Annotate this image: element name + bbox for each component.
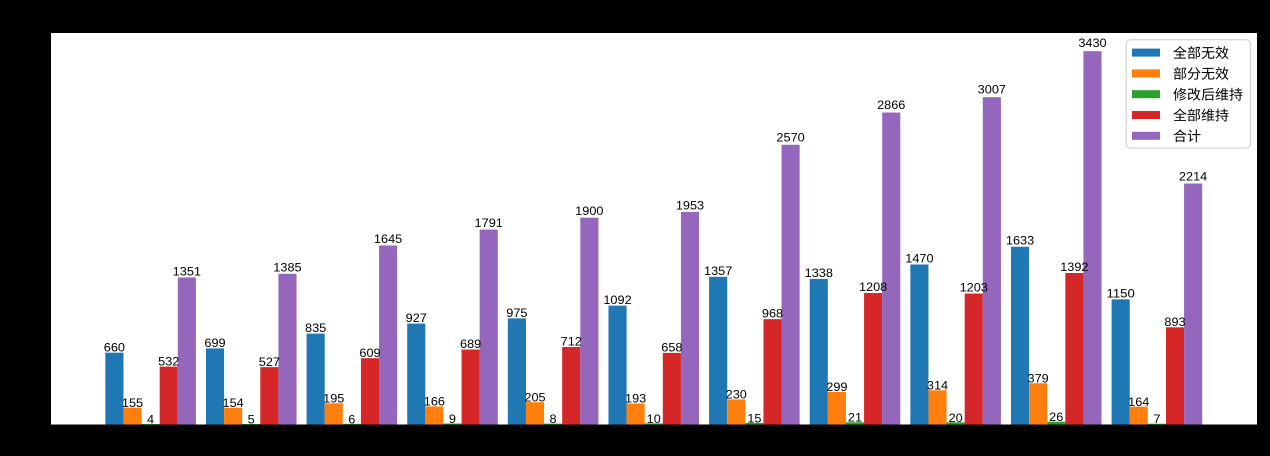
svg-text:314: 314 [927,379,949,392]
svg-text:193: 193 [625,393,646,406]
svg-text:5: 5 [248,413,255,426]
svg-text:21: 21 [848,412,862,425]
svg-text:155: 155 [122,397,143,410]
svg-text:166: 166 [424,396,445,409]
svg-text:1645: 1645 [374,233,402,246]
svg-text:26: 26 [1049,411,1063,424]
svg-text:230: 230 [726,389,747,402]
svg-text:1392: 1392 [1060,261,1088,274]
svg-text:2570: 2570 [776,131,804,144]
svg-text:3007: 3007 [978,83,1006,96]
svg-text:20: 20 [949,412,963,425]
svg-text:195: 195 [323,393,344,406]
svg-text:164: 164 [1128,396,1150,409]
svg-text:609: 609 [359,347,380,360]
svg-text:6: 6 [348,413,355,426]
svg-text:9: 9 [449,413,456,426]
svg-text:1338: 1338 [805,267,833,280]
svg-text:1203: 1203 [960,282,988,295]
svg-text:1351: 1351 [173,265,201,278]
svg-text:893: 893 [1164,316,1185,329]
svg-text:660: 660 [104,341,125,354]
svg-text:1953: 1953 [676,199,704,212]
svg-text:1900: 1900 [575,205,603,218]
svg-text:2214: 2214 [1179,171,1208,184]
svg-text:927: 927 [406,312,427,325]
svg-text:527: 527 [259,356,280,369]
svg-text:1791: 1791 [475,217,503,230]
svg-text:689: 689 [460,338,481,351]
svg-text:154: 154 [223,397,245,410]
svg-text:3430: 3430 [1078,37,1106,50]
svg-text:2866: 2866 [877,99,905,112]
svg-text:658: 658 [661,342,682,355]
svg-text:1385: 1385 [273,262,301,275]
svg-text:968: 968 [762,308,783,321]
svg-text:835: 835 [305,322,326,335]
svg-text:1092: 1092 [603,294,631,307]
svg-text:1357: 1357 [704,265,732,278]
svg-text:1470: 1470 [905,252,933,265]
svg-text:699: 699 [204,337,225,350]
svg-text:1633: 1633 [1006,234,1034,247]
svg-text:7: 7 [1153,413,1160,426]
svg-text:1150: 1150 [1107,288,1135,301]
svg-text:15: 15 [747,412,761,425]
svg-text:10: 10 [647,413,661,426]
svg-text:8: 8 [550,413,557,426]
svg-text:379: 379 [1028,372,1049,385]
svg-text:4: 4 [147,414,155,427]
svg-text:299: 299 [826,381,847,394]
svg-text:975: 975 [506,307,527,320]
svg-text:712: 712 [561,336,582,349]
svg-text:532: 532 [158,355,179,368]
svg-text:205: 205 [524,391,545,404]
svg-text:1208: 1208 [859,281,887,294]
